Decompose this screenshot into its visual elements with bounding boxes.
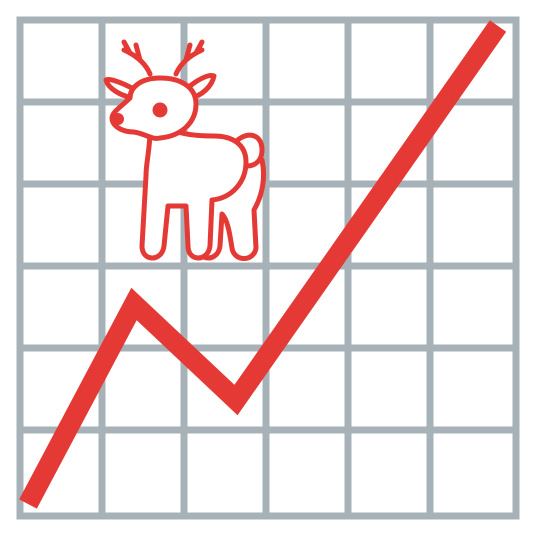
trend-line-icon <box>19 20 507 509</box>
deer-body <box>139 123 249 261</box>
deer-icon <box>103 39 267 261</box>
deer-ear-left <box>103 77 137 101</box>
deer-nose <box>112 113 124 125</box>
deer-eye <box>152 102 168 118</box>
deer-antler-left <box>121 39 153 77</box>
deer-antler-right <box>173 39 205 77</box>
